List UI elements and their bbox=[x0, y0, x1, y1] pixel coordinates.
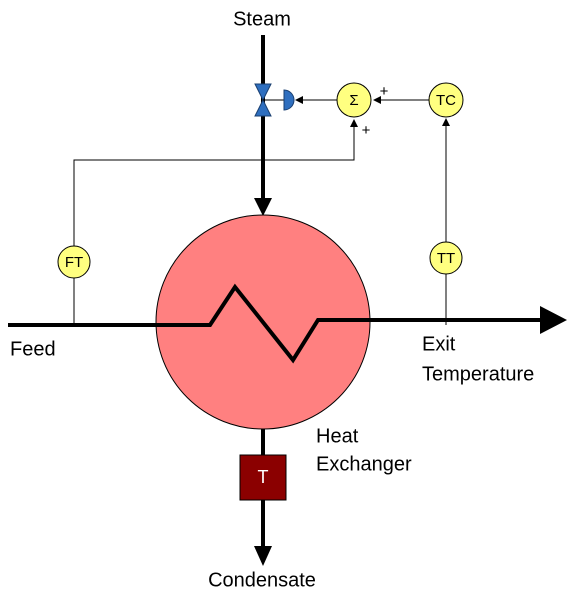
plus-sign: + bbox=[380, 83, 389, 100]
exchanger-label: Exchanger bbox=[316, 453, 412, 475]
steam-trap bbox=[239, 454, 287, 501]
tc-bubble bbox=[428, 82, 464, 118]
tt-label: TT bbox=[437, 250, 455, 267]
exchanger-label: Heat bbox=[316, 425, 359, 447]
ft-label: FT bbox=[65, 254, 83, 271]
sum-block bbox=[336, 82, 372, 118]
trap-label: T bbox=[258, 467, 269, 487]
signal-lines bbox=[73, 96, 450, 325]
tt-bubble bbox=[429, 241, 463, 275]
arrow bbox=[254, 198, 272, 216]
exit-label: Temperature bbox=[422, 363, 534, 385]
steam-label: Steam bbox=[233, 8, 291, 30]
tc-label: TC bbox=[436, 92, 456, 109]
ft-bubble bbox=[57, 245, 91, 279]
arrow bbox=[540, 306, 567, 334]
sum-label: Σ bbox=[349, 92, 358, 109]
exit-label: Exit bbox=[422, 333, 456, 355]
actuator bbox=[283, 89, 295, 111]
plus-sign: + bbox=[362, 122, 371, 139]
feed-label: Feed bbox=[10, 338, 56, 360]
arrow bbox=[254, 546, 272, 566]
condensate-label: Condensate bbox=[208, 569, 316, 591]
process-line bbox=[8, 283, 545, 364]
